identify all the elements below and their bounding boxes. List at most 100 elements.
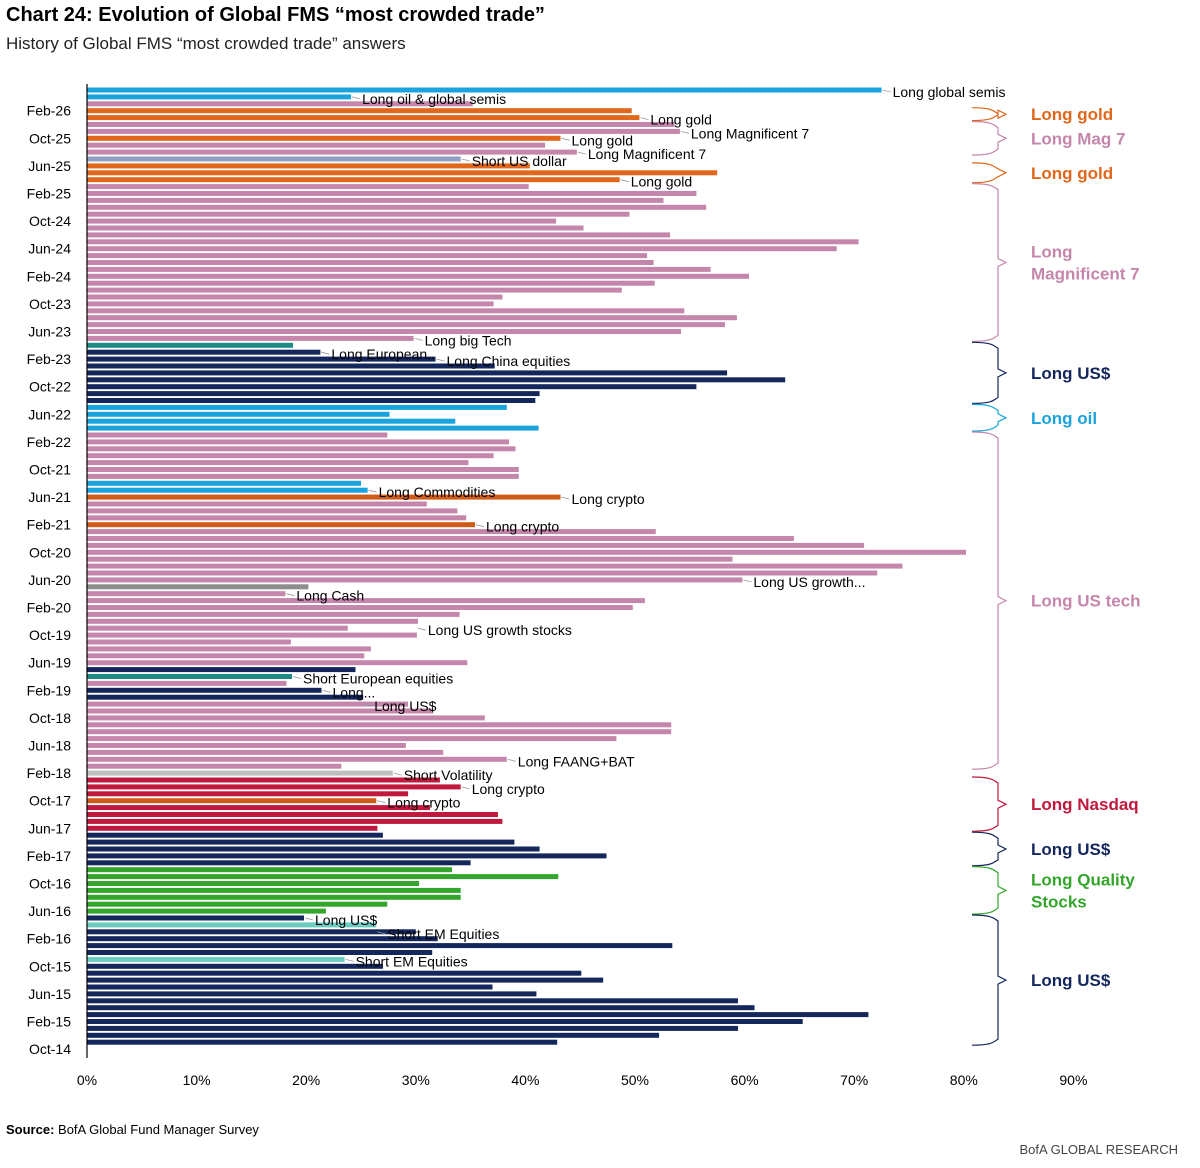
- bar-mag7-26: [87, 266, 711, 272]
- annotation-leader: [620, 179, 629, 183]
- x-tick-label: 0%: [77, 1072, 97, 1088]
- publisher-footer: BofA GLOBAL RESEARCH: [1019, 1142, 1178, 1157]
- bar-nasdaq-100: [87, 777, 440, 783]
- bar-mag7-16: [87, 197, 664, 203]
- bar-mag7-17: [87, 204, 707, 210]
- bar-mag7-25: [87, 260, 654, 265]
- y-tick-label: Jun-21: [28, 489, 71, 505]
- group-brace-gold: [971, 162, 1008, 184]
- x-tick-label: 30%: [402, 1072, 430, 1088]
- bar-usd-134: [87, 1012, 869, 1018]
- annotation-leader: [417, 627, 426, 631]
- bar-mag7-9: [87, 149, 577, 155]
- bar-usd-131: [87, 991, 537, 997]
- bar-usd-42: [87, 377, 786, 383]
- bar-crypto-59: [87, 494, 561, 500]
- bar-tech-73: [87, 591, 286, 597]
- y-tick-label: Oct-22: [29, 379, 71, 395]
- bar-mag7-19: [87, 218, 557, 224]
- bar-tech-86: [87, 680, 287, 686]
- bar-em-126: [87, 956, 345, 962]
- bar-tech-80: [87, 639, 291, 645]
- bar-tech-56: [87, 473, 519, 479]
- group-brace-quality: [971, 866, 1008, 915]
- annotation-leader: [640, 117, 649, 120]
- bar-european-37: [87, 342, 293, 348]
- bar-tech-66: [87, 542, 865, 548]
- source-label: Source:: [6, 1122, 55, 1137]
- bar-usd-136: [87, 1025, 738, 1031]
- bar-crypto-103: [87, 798, 377, 804]
- bar-tech-90: [87, 708, 434, 714]
- bar-usd-130: [87, 984, 493, 990]
- bar-nasdaq-106: [87, 818, 503, 824]
- bar-gold-11: [87, 163, 530, 169]
- annotation-leader: [680, 131, 689, 134]
- annotation-leader: [304, 917, 314, 921]
- y-tick-label: Oct-17: [29, 793, 71, 809]
- group-label-gold: Long gold: [1031, 164, 1113, 183]
- bar-tech-54: [87, 460, 469, 466]
- annotation-leader: [461, 786, 470, 790]
- bar-mag7-31: [87, 301, 494, 307]
- bar-nasdaq-102: [87, 791, 409, 797]
- group-brace-oil: [971, 403, 1008, 432]
- annotation-leader: [436, 358, 445, 362]
- bar-usd-122: [87, 929, 416, 935]
- bar-tech-76: [87, 611, 460, 617]
- bar-annotation: Long US growth stocks: [428, 622, 572, 638]
- bar-nasdaq-104: [87, 805, 430, 811]
- group-label-mag7: Long Mag 7: [1031, 129, 1125, 148]
- bars-layer: [87, 87, 966, 1045]
- group-brace-gold: [971, 107, 1008, 122]
- y-tick-label: Oct-23: [29, 296, 71, 312]
- bar-tech-69: [87, 563, 903, 569]
- bar-usd_short-10: [87, 156, 461, 162]
- bar-oil-47: [87, 411, 390, 417]
- y-tick-label: Jun-23: [28, 324, 71, 340]
- x-tick-label: 70%: [840, 1072, 868, 1088]
- bar-tech-96: [87, 749, 444, 755]
- y-tick-label: Jun-20: [28, 572, 71, 588]
- bar-tech-74: [87, 598, 645, 604]
- bar-tech-55: [87, 467, 519, 472]
- bar-tech-64: [87, 529, 656, 535]
- bar-usd-45: [87, 398, 536, 403]
- bar-nasdaq-101: [87, 784, 461, 790]
- bar-oil-48: [87, 418, 456, 424]
- bar-annotation: Long oil & global semis: [362, 91, 506, 107]
- annotation-leader: [286, 593, 295, 597]
- bar-annotation: Long US$: [315, 912, 377, 928]
- bar-usd-132: [87, 998, 738, 1004]
- bar-gold-3: [87, 108, 632, 114]
- x-tick-label: 50%: [621, 1072, 649, 1088]
- bar-tech-81: [87, 646, 371, 652]
- bar-annotation: Long big Tech: [425, 332, 512, 348]
- bar-usd-44: [87, 391, 540, 397]
- bar-tech-95: [87, 743, 406, 748]
- bar-mag7-33: [87, 315, 737, 321]
- annotation-leader: [377, 931, 386, 935]
- y-tick-label: Feb-23: [27, 351, 72, 367]
- bar-tech-93: [87, 729, 672, 735]
- bar-annotation: Long Cash: [296, 588, 364, 604]
- bar-quality-118: [87, 901, 388, 907]
- group-brace-tech: [971, 431, 1008, 770]
- annotation-leader: [882, 89, 891, 93]
- group-label-mag7: Long: [1031, 243, 1073, 262]
- bar-annotation: Long global semis: [893, 84, 1006, 100]
- annotation-leader: [364, 703, 373, 707]
- annotation-leader: [475, 524, 485, 528]
- annotation-leader: [345, 959, 354, 962]
- bar-annotation: Long crypto: [472, 781, 545, 797]
- bar-tech-52: [87, 446, 516, 452]
- group-label-usd: Long US$: [1031, 840, 1111, 859]
- bar-tech-53: [87, 453, 494, 459]
- y-tick-label: Oct-14: [29, 1041, 71, 1057]
- bar-mag7-21: [87, 232, 671, 238]
- y-tick-label: Jun-17: [28, 820, 71, 836]
- annotation-leader: [743, 579, 752, 583]
- bar-mag7-20: [87, 225, 584, 231]
- bar-crypto-63: [87, 522, 475, 528]
